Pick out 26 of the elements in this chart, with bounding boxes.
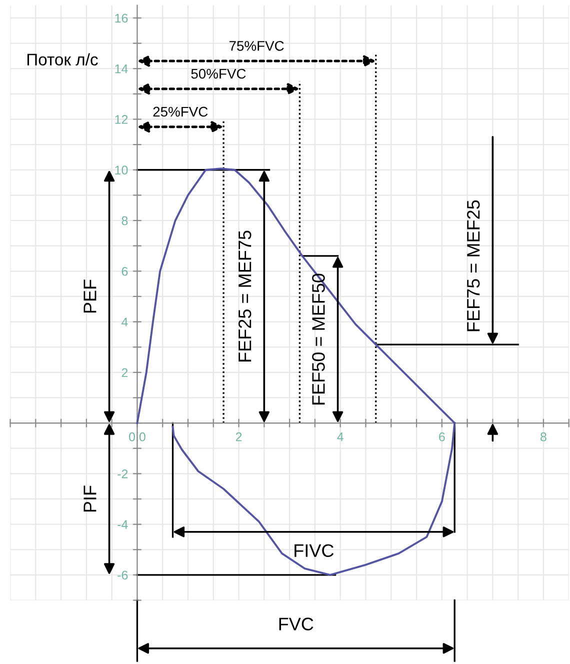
ref-line-label: FEF75 = MEF25 [466,200,480,332]
x-tick-label: 4 [337,432,344,442]
ref-line-label: 25%FVC [153,106,208,117]
y-tick-label: 16 [115,14,128,23]
annotation: 75%FVC [229,40,284,51]
y-tick-label: -6 [118,570,128,580]
annotation: FEF25 = MEF75 [238,230,252,362]
x-tick-label: 2 [236,432,242,442]
annotation: PEF [84,280,96,313]
x-tick-label: 6 [439,432,445,442]
y-tick-label: -2 [118,469,128,478]
annotation: 50%FVC [191,68,246,79]
legend-label: FEF50 = MEF50 [312,274,325,404]
annotation: FIVC [294,544,334,557]
y-tick-label: 8 [122,216,128,226]
y-axis-title: Поток л/с [27,53,98,66]
text: FVC [279,618,314,630]
y-tick-label: 4 [122,318,128,326]
y-tick-label: 14 [115,64,128,74]
annotation: PIF [84,486,96,512]
y-tick-label: 2 [122,368,128,377]
x-tick-label: 8 [540,432,546,442]
y-tick-label: -4 [118,520,128,529]
y-tick-label: 6 [122,266,128,276]
y-tick-label: 10 [115,166,128,175]
y-tick-label: 12 [115,115,128,124]
